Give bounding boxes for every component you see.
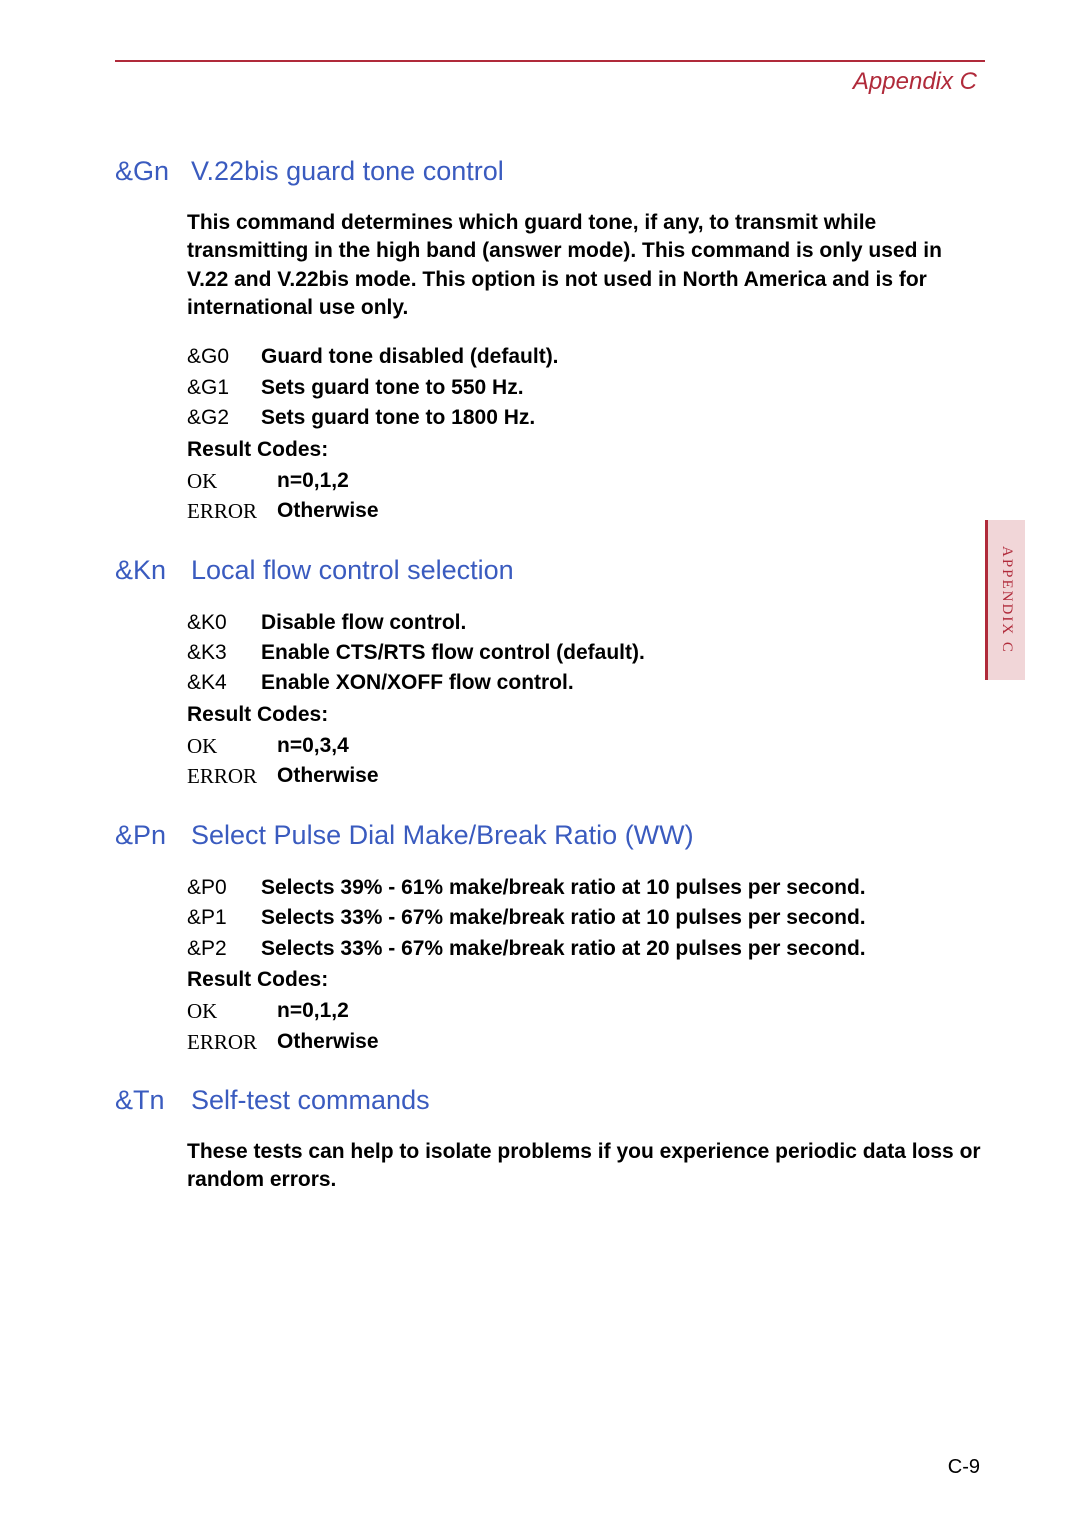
side-tab-label: APPENDIX C [998, 546, 1015, 654]
page-number: C-9 [948, 1456, 980, 1479]
cmd-code: &Gn [115, 156, 173, 187]
cmd-title: Self-test commands [191, 1085, 430, 1116]
option-row: &K3Enable CTS/RTS flow control (default)… [187, 638, 985, 668]
result-value: n=0,1,2 [277, 996, 349, 1026]
option-text: Guard tone disabled (default). [261, 342, 559, 372]
section-description: This command determines which guard tone… [187, 209, 985, 322]
result-codes-label: Result Codes: [187, 438, 985, 462]
option-code: &P1 [187, 903, 261, 933]
option-code: &K3 [187, 638, 261, 668]
section-heading: &Pn Select Pulse Dial Make/Break Ratio (… [115, 820, 985, 851]
result-value: n=0,1,2 [277, 466, 349, 496]
option-row: &G1Sets guard tone to 550 Hz. [187, 373, 985, 403]
section-heading: &Gn V.22bis guard tone control [115, 156, 985, 187]
result-codes-label: Result Codes: [187, 968, 985, 992]
option-row: &P2Selects 33% - 67% make/break ratio at… [187, 934, 985, 964]
option-row: &K4Enable XON/XOFF flow control. [187, 668, 985, 698]
result-value: Otherwise [277, 761, 379, 791]
cmd-title: Select Pulse Dial Make/Break Ratio (WW) [191, 820, 694, 851]
option-text: Enable XON/XOFF flow control. [261, 668, 574, 698]
result-code: OK [187, 731, 277, 761]
result-codes-label: Result Codes: [187, 703, 985, 727]
cmd-code: &Kn [115, 555, 173, 586]
option-code: &K4 [187, 668, 261, 698]
section-pn: &Pn Select Pulse Dial Make/Break Ratio (… [115, 820, 985, 1057]
option-text: Sets guard tone to 550 Hz. [261, 373, 524, 403]
cmd-code: &Tn [115, 1085, 173, 1116]
result-value: Otherwise [277, 496, 379, 526]
result-value: Otherwise [277, 1027, 379, 1057]
section-gn: &Gn V.22bis guard tone control This comm… [115, 156, 985, 527]
option-code: &G0 [187, 342, 261, 372]
result-row: ERROROtherwise [187, 761, 985, 791]
option-row: &G0Guard tone disabled (default). [187, 342, 985, 372]
option-code: &P0 [187, 873, 261, 903]
option-text: Selects 33% - 67% make/break ratio at 20… [261, 934, 866, 964]
result-row: OKn=0,1,2 [187, 466, 985, 496]
option-row: &G2Sets guard tone to 1800 Hz. [187, 403, 985, 433]
result-row: OKn=0,1,2 [187, 996, 985, 1026]
cmd-code: &Pn [115, 820, 173, 851]
option-text: Disable flow control. [261, 608, 466, 638]
option-text: Selects 39% - 61% make/break ratio at 10… [261, 873, 866, 903]
result-row: OKn=0,3,4 [187, 731, 985, 761]
section-description: These tests can help to isolate problems… [187, 1138, 985, 1195]
result-row: ERROROtherwise [187, 1027, 985, 1057]
result-row: ERROROtherwise [187, 496, 985, 526]
option-row: &P0Selects 39% - 61% make/break ratio at… [187, 873, 985, 903]
section-heading: &Tn Self-test commands [115, 1085, 985, 1116]
option-code: &G1 [187, 373, 261, 403]
option-code: &K0 [187, 608, 261, 638]
section-heading: &Kn Local flow control selection [115, 555, 985, 586]
option-row: &K0Disable flow control. [187, 608, 985, 638]
option-text: Enable CTS/RTS flow control (default). [261, 638, 645, 668]
header-rule [115, 60, 985, 62]
result-code: ERROR [187, 761, 277, 791]
option-code: &P2 [187, 934, 261, 964]
cmd-title: V.22bis guard tone control [191, 156, 504, 187]
header-title: Appendix C [115, 68, 985, 96]
result-code: OK [187, 996, 277, 1026]
result-code: OK [187, 466, 277, 496]
option-text: Sets guard tone to 1800 Hz. [261, 403, 535, 433]
option-text: Selects 33% - 67% make/break ratio at 10… [261, 903, 866, 933]
side-tab: APPENDIX C [985, 520, 1025, 680]
section-kn: &Kn Local flow control selection &K0Disa… [115, 555, 985, 792]
result-code: ERROR [187, 496, 277, 526]
cmd-title: Local flow control selection [191, 555, 514, 586]
result-code: ERROR [187, 1027, 277, 1057]
option-row: &P1Selects 33% - 67% make/break ratio at… [187, 903, 985, 933]
option-code: &G2 [187, 403, 261, 433]
section-tn: &Tn Self-test commands These tests can h… [115, 1085, 985, 1195]
result-value: n=0,3,4 [277, 731, 349, 761]
